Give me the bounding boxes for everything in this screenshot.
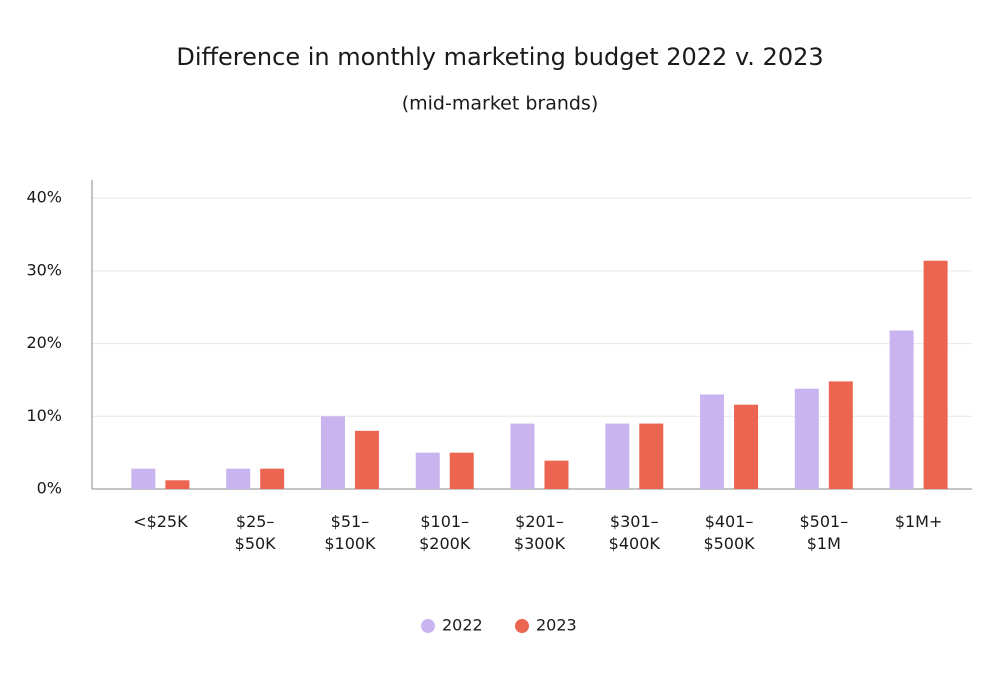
legend-swatch <box>421 619 435 633</box>
bar <box>794 388 819 489</box>
x-tick-label: $1M+ <box>895 512 943 531</box>
bar <box>354 430 379 489</box>
legend-label: 2023 <box>536 616 577 635</box>
x-tick-label-line: $500K <box>703 534 755 553</box>
x-tick-label: $101– $200K <box>419 512 471 553</box>
bar <box>828 381 853 489</box>
x-tick-label: $401– $500K <box>703 512 755 553</box>
bar <box>226 468 251 489</box>
x-tick-label: $301– $400K <box>609 512 661 553</box>
x-tick-label-line: $50K <box>235 534 277 553</box>
legend-swatch <box>515 619 529 633</box>
bar <box>544 460 569 489</box>
x-tick-label: $25– $50K <box>235 512 277 553</box>
bar <box>889 330 914 489</box>
y-tick-label: 20% <box>26 333 62 352</box>
legend-label: 2022 <box>442 616 483 635</box>
x-tick-label: $51– $100K <box>324 512 376 553</box>
bar <box>605 423 630 489</box>
x-tick-label-line: $51– <box>331 512 370 531</box>
x-tick-label-line: $400K <box>609 534 661 553</box>
x-tick-label-line: $200K <box>419 534 471 553</box>
x-tick-label: $201– $300K <box>514 512 566 553</box>
bar <box>131 468 156 489</box>
bar <box>260 468 285 489</box>
bar <box>510 423 535 489</box>
y-tick-label: 40% <box>26 188 62 207</box>
x-tick-label: <$25K <box>133 512 188 531</box>
x-tick-label-line: $300K <box>514 534 566 553</box>
y-tick-label: 0% <box>37 479 62 498</box>
bar <box>734 404 759 489</box>
bar <box>165 480 190 489</box>
x-tick-label-line: $501– <box>799 512 848 531</box>
bar <box>415 452 440 489</box>
bar <box>639 423 664 489</box>
chart-title: Difference in monthly marketing budget 2… <box>176 43 823 71</box>
bar <box>923 260 948 489</box>
x-tick-label-line: <$25K <box>133 512 188 531</box>
x-tick-label-line: $100K <box>324 534 376 553</box>
bar <box>449 452 474 489</box>
y-tick-label: 10% <box>26 406 62 425</box>
x-tick-label-line: $1M <box>807 534 841 553</box>
x-tick-label-line: $401– <box>705 512 754 531</box>
x-tick-label-line: $301– <box>610 512 659 531</box>
x-tick-label-line: $25– <box>236 512 275 531</box>
x-tick-label-line: $201– <box>515 512 564 531</box>
x-tick-label: $501– $1M <box>799 512 848 553</box>
bar <box>320 416 345 489</box>
x-tick-label-line: $1M+ <box>895 512 943 531</box>
x-tick-label-line: $101– <box>420 512 469 531</box>
bar <box>700 394 725 489</box>
chart-subtitle: (mid-market brands) <box>402 93 599 115</box>
y-tick-label: 30% <box>26 260 62 279</box>
